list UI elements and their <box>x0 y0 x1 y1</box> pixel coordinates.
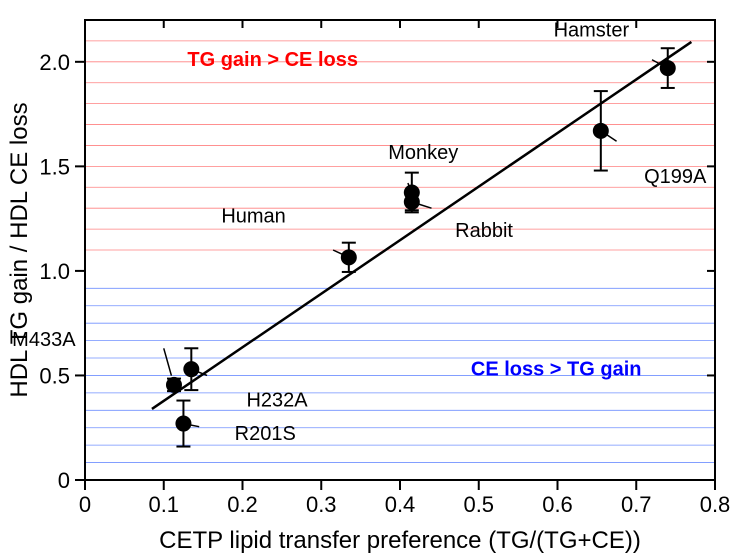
data-point <box>183 361 199 377</box>
data-point <box>660 60 676 76</box>
x-axis-label: CETP lipid transfer preference (TG/(TG+C… <box>159 527 641 554</box>
data-point <box>166 377 182 393</box>
x-tick-label: 0.2 <box>227 492 258 517</box>
y-tick-label: 0.5 <box>39 363 70 388</box>
region-label-lower: CE loss > TG gain <box>471 358 642 380</box>
point-label: Q199A <box>644 166 707 188</box>
x-tick-label: 0.6 <box>542 492 573 517</box>
x-tick-label: 0.4 <box>385 492 416 517</box>
data-point <box>593 123 609 139</box>
chart-container: TG gain > CE lossCE loss > TG gainM433AR… <box>0 0 747 558</box>
point-label: R201S <box>235 423 296 445</box>
y-tick-label: 1.0 <box>39 259 70 284</box>
point-label: H232A <box>246 390 308 412</box>
point-label: Human <box>221 206 285 228</box>
x-tick-label: 0.1 <box>148 492 179 517</box>
x-tick-label: 0.5 <box>463 492 494 517</box>
y-tick-label: 2.0 <box>39 50 70 75</box>
x-tick-label: 0.8 <box>700 492 731 517</box>
x-tick-label: 0.3 <box>306 492 337 517</box>
scatter-chart: TG gain > CE lossCE loss > TG gainM433AR… <box>0 0 747 558</box>
x-tick-label: 0 <box>79 492 91 517</box>
region-label-upper: TG gain > CE loss <box>187 49 358 71</box>
data-point <box>175 416 191 432</box>
point-label: Hamster <box>554 19 630 41</box>
x-tick-label: 0.7 <box>621 492 652 517</box>
y-tick-label: 1.5 <box>39 154 70 179</box>
point-label: Monkey <box>388 142 458 164</box>
y-tick-label: 0 <box>58 468 70 493</box>
data-point <box>404 185 420 201</box>
point-label: Rabbit <box>455 220 513 242</box>
data-point <box>341 249 357 265</box>
y-axis-label: HDL TG gain / HDL CE loss <box>6 102 33 397</box>
